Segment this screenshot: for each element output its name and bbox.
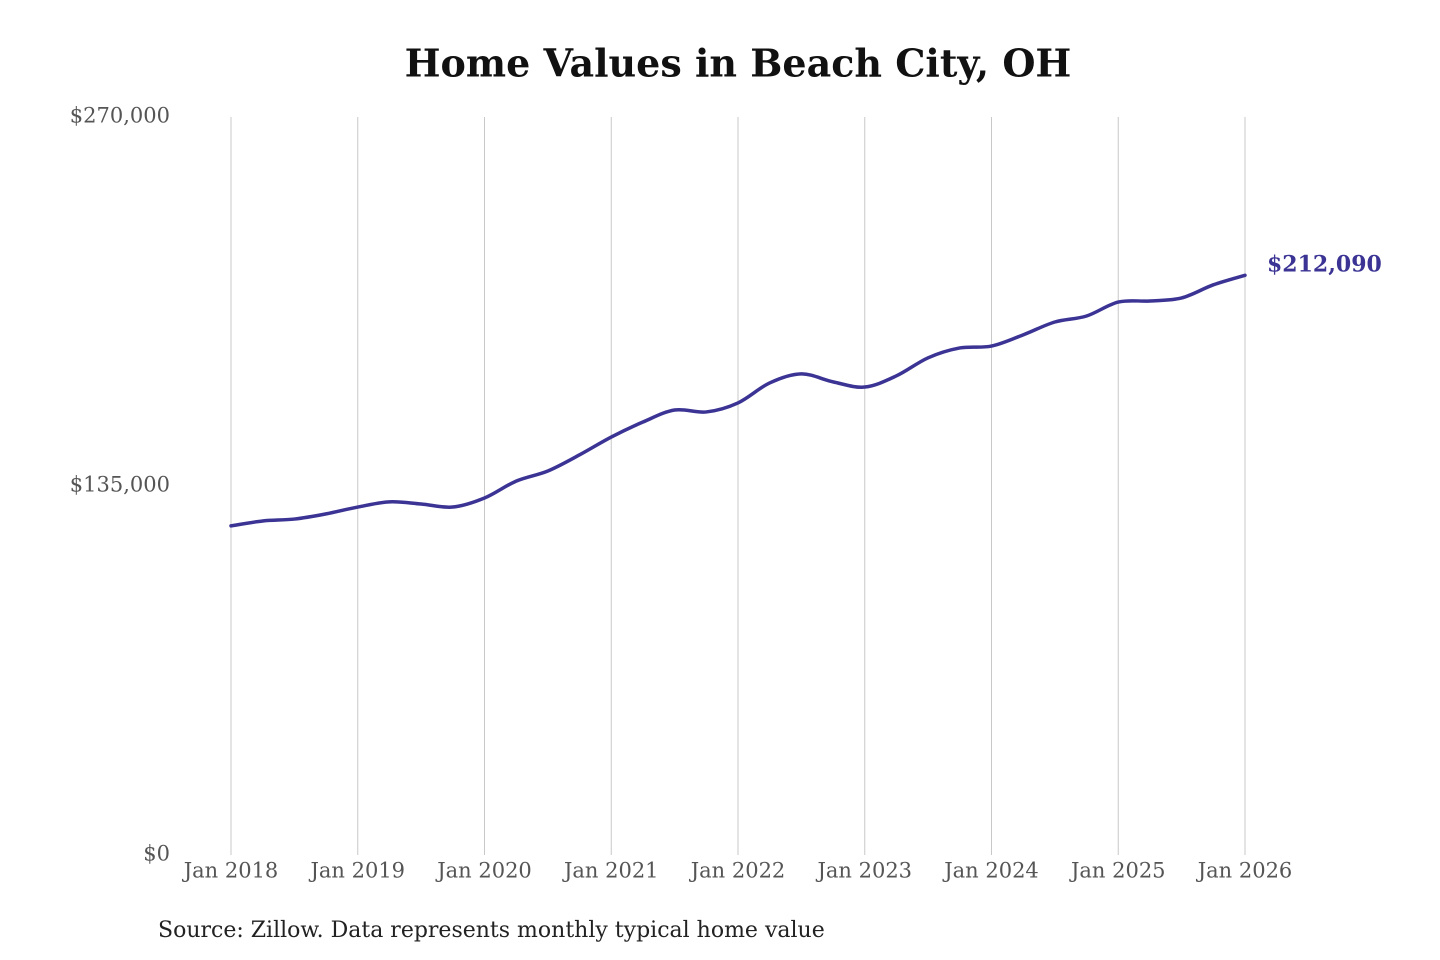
value-label: $212,090 <box>1267 251 1382 277</box>
x-tick-label: Jan 2024 <box>942 859 1039 883</box>
y-tick-label: $0 <box>143 842 170 866</box>
series-line <box>229 273 1247 528</box>
y-tick-label: $270,000 <box>70 104 170 128</box>
y-tick-label: $135,000 <box>70 473 170 497</box>
x-tick-label: Jan 2021 <box>562 859 659 883</box>
chart-title: Home Values in Beach City, OH <box>405 41 1072 86</box>
x-tick-label: Jan 2023 <box>815 859 912 883</box>
x-tick-label: Jan 2019 <box>308 859 405 883</box>
x-tick-label: Jan 2018 <box>182 859 279 883</box>
source-note: Source: Zillow. Data represents monthly … <box>158 918 825 943</box>
x-tick-label: Jan 2020 <box>435 859 532 883</box>
x-tick-label: Jan 2025 <box>1069 859 1166 883</box>
x-tick-label: Jan 2026 <box>1196 859 1293 883</box>
x-tick-label: Jan 2022 <box>689 859 786 883</box>
